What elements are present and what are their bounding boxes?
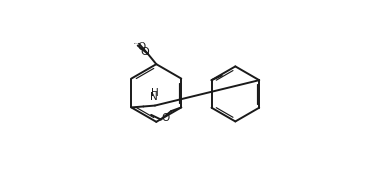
- Text: N: N: [150, 92, 158, 102]
- Text: O: O: [140, 47, 149, 57]
- Text: methoxy_label: methoxy_label: [138, 41, 149, 43]
- Text: O: O: [137, 42, 146, 52]
- Text: O: O: [162, 113, 170, 123]
- Text: H: H: [151, 89, 159, 99]
- Text: methoxy: methoxy: [134, 42, 140, 44]
